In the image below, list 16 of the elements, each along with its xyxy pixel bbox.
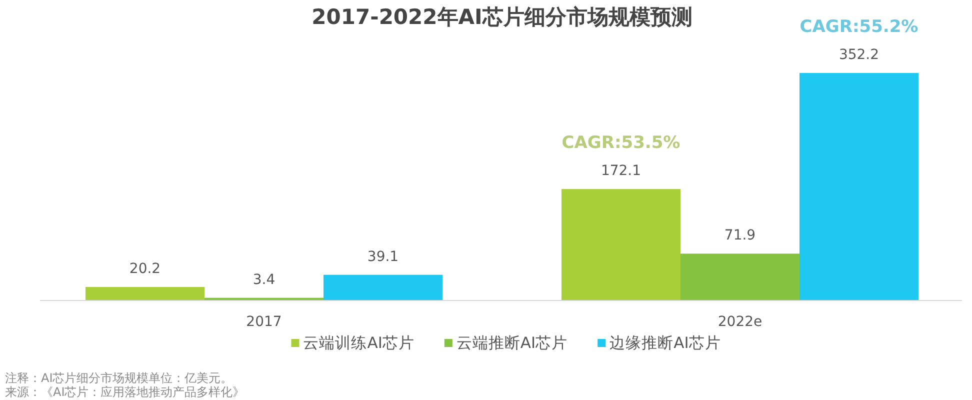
data-label: 20.2 <box>129 260 161 277</box>
data-label: 3.4 <box>252 272 276 288</box>
data-label: 352.2 <box>838 47 880 63</box>
chart-title: 2017-2022年AI芯片细分市场规模预测 <box>312 5 692 29</box>
data-label: 39.1 <box>367 248 399 265</box>
text: CAGR:55.2% <box>800 17 918 37</box>
x-tick-label: 2017 <box>246 314 282 330</box>
legend-label: 云端推断AI芯片 <box>456 334 568 352</box>
annotation: CAGR:53.5% <box>562 133 680 154</box>
legend-label: 边缘推断AI芯片 <box>610 334 721 352</box>
source-note: 来源：《AI芯片：应用落地推动产品多样化》 <box>5 385 245 399</box>
legend-label: 云端训练AI芯片 <box>303 334 414 352</box>
text: 注释：AI芯片细分市场规模单位：亿美元。 <box>5 371 233 385</box>
data-label: 172.1 <box>600 163 642 180</box>
x-tick-label: 2022e <box>718 314 762 330</box>
data-label: 71.9 <box>724 228 756 244</box>
